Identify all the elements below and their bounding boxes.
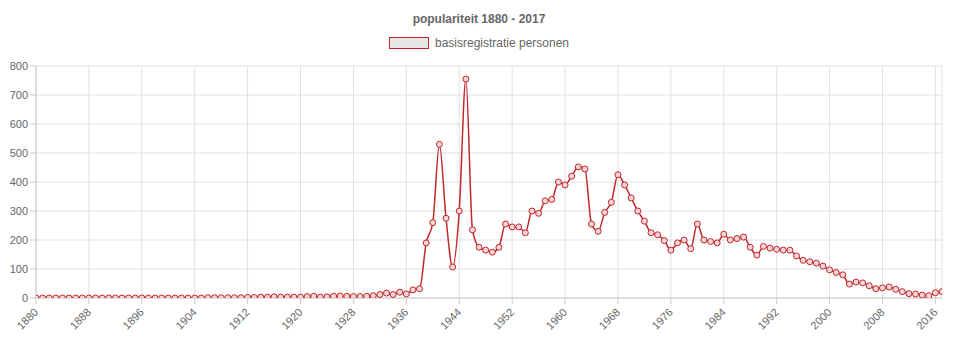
svg-text:1920: 1920 <box>279 306 305 332</box>
svg-text:2000: 2000 <box>808 306 834 332</box>
svg-text:1992: 1992 <box>755 306 781 332</box>
svg-text:1960: 1960 <box>543 306 569 332</box>
svg-text:600: 600 <box>10 118 28 130</box>
svg-text:800: 800 <box>10 60 28 72</box>
svg-text:200: 200 <box>10 234 28 246</box>
svg-text:0: 0 <box>22 292 28 304</box>
svg-text:2008: 2008 <box>861 306 887 332</box>
html-text:basisregistratie personen: basisregistratie personen <box>435 36 569 50</box>
svg-text:1936: 1936 <box>385 306 411 332</box>
svg-text:1976: 1976 <box>649 306 675 332</box>
svg-text:1944: 1944 <box>438 306 464 332</box>
svg-text:500: 500 <box>10 147 28 159</box>
svg-text:300: 300 <box>10 205 28 217</box>
svg-text:1904: 1904 <box>173 306 199 332</box>
svg-text:1912: 1912 <box>226 306 252 332</box>
svg-text:1888: 1888 <box>67 306 93 332</box>
svg-text:400: 400 <box>10 176 28 188</box>
svg-text:1952: 1952 <box>491 306 517 332</box>
svg-text:100: 100 <box>10 263 28 275</box>
svg-text:700: 700 <box>10 89 28 101</box>
svg-text:1928: 1928 <box>332 306 358 332</box>
svg-text:2016: 2016 <box>914 306 940 332</box>
svg-text:1880: 1880 <box>14 306 40 332</box>
svg-text:1984: 1984 <box>702 306 728 332</box>
html-text:populariteit 1880 - 2017: populariteit 1880 - 2017 <box>412 12 546 26</box>
svg-text:1968: 1968 <box>596 306 622 332</box>
svg-text:1896: 1896 <box>120 306 146 332</box>
